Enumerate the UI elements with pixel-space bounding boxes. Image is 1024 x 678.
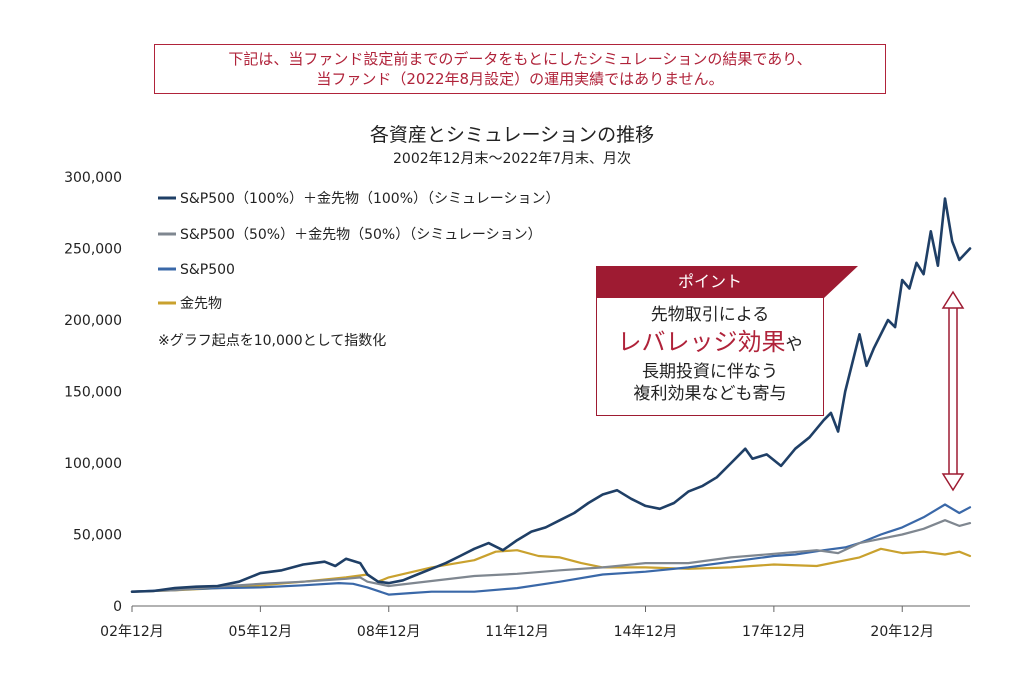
point-body: 先物取引による レバレッジ効果や 長期投資に伴なう 複利効果なども寄与 bbox=[596, 298, 824, 416]
chart-axes: 0 50,000 100,000 150,000 200,000 250,000 300,0… bbox=[64, 170, 970, 640]
legend-label: S&P500 bbox=[180, 262, 235, 278]
chart-lines bbox=[130, 197, 972, 596]
series-line-2 bbox=[130, 519, 972, 593]
y-tick-label: 150,000 bbox=[64, 385, 122, 401]
chart-note: ※グラフ起点を10,000として指数化 bbox=[158, 333, 386, 349]
point-callout: ポイント 先物取引による レバレッジ効果や 長期投資に伴なう 複利効果なども寄与 bbox=[596, 266, 858, 416]
point-emphasis-line: レバレッジ効果や bbox=[597, 326, 823, 361]
x-tick-label: 20年12月 bbox=[870, 624, 934, 640]
y-tick-label: 0 bbox=[113, 599, 122, 615]
y-tick-label: 50,000 bbox=[73, 528, 122, 544]
point-emphasis-suffix: や bbox=[785, 335, 803, 355]
chart-subtitle: 2002年12月末～2022年7月末、月次 bbox=[393, 151, 631, 167]
x-tick-label: 02年12月 bbox=[100, 624, 164, 640]
disclaimer-line-2: 当ファンド（2022年8月設定）の運用実績ではありません。 bbox=[316, 70, 724, 88]
point-header: ポイント bbox=[596, 266, 824, 298]
series-line-1 bbox=[130, 197, 972, 593]
x-tick-label: 05年12月 bbox=[229, 624, 293, 640]
chart-legend: S&P500（100%）＋金先物（100%）（シミュレーション） S&P500（5… bbox=[158, 191, 559, 349]
legend-label: S&P500（50%）＋金先物（50%）（シミュレーション） bbox=[180, 227, 542, 243]
y-tick-label: 300,000 bbox=[64, 170, 122, 186]
point-emphasis: レバレッジ効果 bbox=[617, 328, 786, 356]
legend-label: S&P500（100%）＋金先物（100%）（シミュレーション） bbox=[180, 191, 559, 207]
y-tick-label: 100,000 bbox=[64, 456, 122, 472]
x-tick-label: 08年12月 bbox=[357, 624, 421, 640]
legend-label: 金先物 bbox=[180, 296, 222, 312]
x-tick-label: 17年12月 bbox=[742, 624, 806, 640]
point-line-4: 複利効果なども寄与 bbox=[633, 384, 787, 404]
disclaimer-box: 下記は、当ファンド設定前までのデータをもとにしたシミュレーションの結果であり、 … bbox=[154, 44, 886, 94]
x-tick-label: 11年12月 bbox=[485, 624, 549, 640]
arrow-head-bottom bbox=[941, 473, 965, 492]
point-line-1: 先物取引による bbox=[650, 305, 770, 325]
series-line-3 bbox=[130, 503, 972, 596]
point-header-flag bbox=[824, 266, 858, 298]
point-line-3: 長期投資に伴なう bbox=[642, 362, 778, 382]
disclaimer-line-1: 下記は、当ファンド設定前までのデータをもとにしたシミュレーションの結果であり、 bbox=[228, 50, 812, 68]
y-tick-label: 200,000 bbox=[64, 313, 122, 329]
chart-title: 各資産とシミュレーションの推移 bbox=[369, 124, 655, 146]
x-tick-label: 14年12月 bbox=[614, 624, 678, 640]
arrow-head-top bbox=[941, 290, 965, 309]
callout-double-arrow bbox=[941, 290, 965, 492]
y-tick-label: 250,000 bbox=[64, 242, 122, 258]
